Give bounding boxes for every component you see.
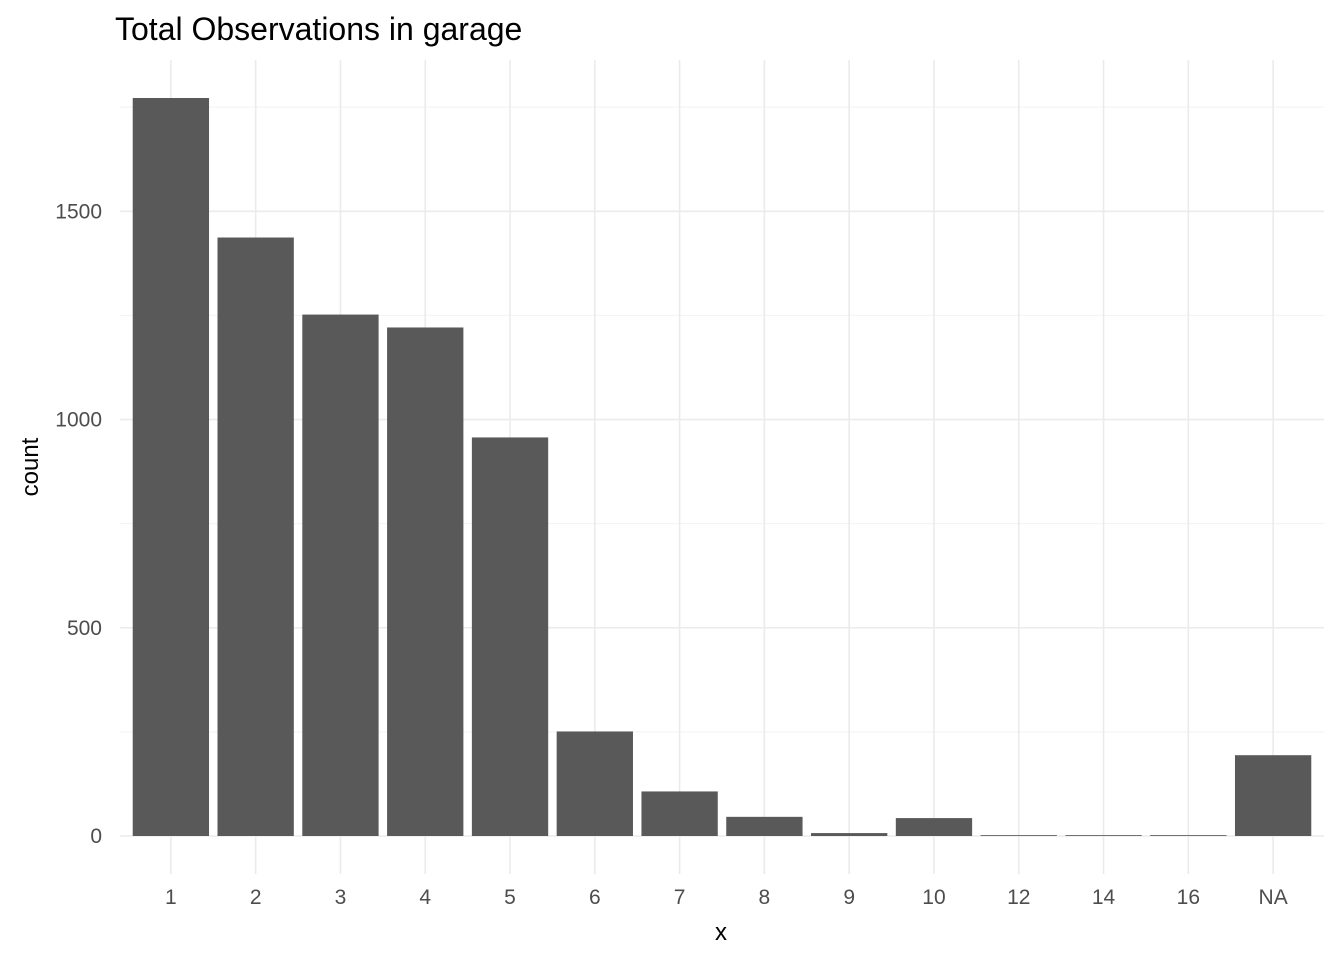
bar-9 xyxy=(811,833,888,836)
x-axis-ticks: 1 2 3 4 5 6 7 8 9 10 12 14 16 NA xyxy=(165,886,1288,909)
bar-7 xyxy=(641,791,718,836)
x-tick-label: 6 xyxy=(589,886,601,909)
bar-4 xyxy=(387,327,464,836)
x-tick-label: 5 xyxy=(504,886,516,909)
bar-5 xyxy=(471,437,549,836)
x-tick-label: 2 xyxy=(250,886,262,909)
x-tick-label: 12 xyxy=(1007,886,1030,909)
bar-6 xyxy=(556,731,633,836)
bar-10 xyxy=(895,818,973,836)
bar-2 xyxy=(217,237,294,836)
bar-8 xyxy=(726,816,803,836)
bar-16 xyxy=(1150,835,1227,836)
x-tick-label: 1 xyxy=(165,886,177,909)
x-tick-label: 10 xyxy=(922,886,945,909)
y-axis-ticks: 0 500 1000 1500 xyxy=(55,200,102,848)
x-tick-label: 4 xyxy=(419,886,431,909)
bars xyxy=(132,98,1312,836)
x-tick-label: NA xyxy=(1259,886,1288,909)
bar-na xyxy=(1234,755,1312,836)
x-tick-label: 14 xyxy=(1092,886,1116,909)
x-tick-label: 9 xyxy=(843,886,855,909)
x-tick-label: 7 xyxy=(674,886,686,909)
y-tick-label: 1000 xyxy=(55,409,102,432)
x-tick-label: 8 xyxy=(759,886,771,909)
gridlines xyxy=(120,60,1324,874)
x-tick-label: 3 xyxy=(335,886,347,909)
bar-12 xyxy=(980,835,1057,836)
chart-title: Total Observations in garage xyxy=(115,11,522,47)
bar-3 xyxy=(302,314,379,836)
y-tick-label: 0 xyxy=(90,825,102,848)
x-tick-label: 16 xyxy=(1177,886,1200,909)
x-axis-title: x xyxy=(715,919,727,946)
y-tick-label: 500 xyxy=(67,617,102,640)
y-tick-label: 1500 xyxy=(55,200,102,223)
y-axis-title: count xyxy=(17,437,44,496)
bar-1 xyxy=(132,98,210,836)
bar-14 xyxy=(1065,835,1142,836)
